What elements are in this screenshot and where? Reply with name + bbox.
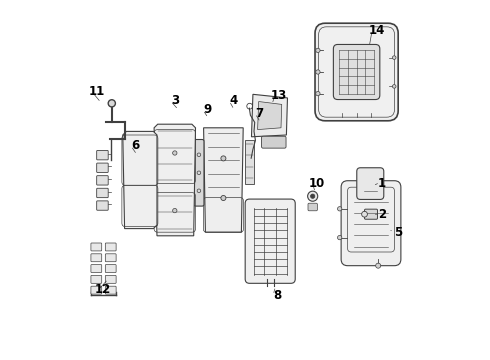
Polygon shape xyxy=(123,131,157,229)
Circle shape xyxy=(108,100,116,107)
Text: 1: 1 xyxy=(378,177,386,190)
FancyBboxPatch shape xyxy=(365,209,377,219)
Circle shape xyxy=(338,235,342,240)
FancyBboxPatch shape xyxy=(91,286,102,294)
Text: 14: 14 xyxy=(368,24,385,37)
Text: 10: 10 xyxy=(309,177,325,190)
Text: 7: 7 xyxy=(255,107,264,120)
FancyBboxPatch shape xyxy=(262,136,286,148)
Text: 4: 4 xyxy=(229,94,238,107)
FancyBboxPatch shape xyxy=(97,150,108,160)
Circle shape xyxy=(316,70,320,74)
Text: 2: 2 xyxy=(378,208,386,221)
Circle shape xyxy=(172,208,177,213)
Text: 13: 13 xyxy=(271,89,287,102)
FancyBboxPatch shape xyxy=(315,23,398,121)
FancyBboxPatch shape xyxy=(105,265,116,273)
Text: 9: 9 xyxy=(203,103,211,116)
FancyBboxPatch shape xyxy=(105,243,116,251)
Circle shape xyxy=(376,263,381,268)
FancyBboxPatch shape xyxy=(97,163,108,172)
Polygon shape xyxy=(204,128,243,232)
FancyBboxPatch shape xyxy=(333,45,380,100)
Circle shape xyxy=(311,194,315,198)
Circle shape xyxy=(221,195,226,201)
Polygon shape xyxy=(154,124,196,236)
FancyBboxPatch shape xyxy=(105,286,116,294)
FancyBboxPatch shape xyxy=(245,199,295,283)
Circle shape xyxy=(338,207,342,211)
Circle shape xyxy=(308,191,318,201)
Circle shape xyxy=(392,85,396,88)
FancyBboxPatch shape xyxy=(194,140,204,206)
FancyBboxPatch shape xyxy=(105,254,116,262)
Polygon shape xyxy=(251,94,288,137)
Text: 12: 12 xyxy=(95,283,111,296)
Circle shape xyxy=(316,48,320,53)
FancyBboxPatch shape xyxy=(91,243,102,251)
Text: 8: 8 xyxy=(273,289,282,302)
Circle shape xyxy=(316,91,320,96)
Text: 5: 5 xyxy=(394,226,402,239)
FancyBboxPatch shape xyxy=(91,275,102,283)
FancyBboxPatch shape xyxy=(91,254,102,262)
FancyBboxPatch shape xyxy=(105,275,116,283)
FancyBboxPatch shape xyxy=(357,168,384,199)
Text: 11: 11 xyxy=(88,85,104,98)
FancyBboxPatch shape xyxy=(91,265,102,273)
FancyBboxPatch shape xyxy=(97,188,108,198)
Circle shape xyxy=(172,151,177,155)
FancyBboxPatch shape xyxy=(308,203,318,211)
Text: 6: 6 xyxy=(131,139,139,152)
Circle shape xyxy=(362,211,368,217)
FancyBboxPatch shape xyxy=(97,176,108,185)
FancyBboxPatch shape xyxy=(97,201,108,210)
Text: 3: 3 xyxy=(171,94,179,107)
Circle shape xyxy=(221,156,226,161)
FancyBboxPatch shape xyxy=(341,181,401,266)
Polygon shape xyxy=(258,102,282,130)
Circle shape xyxy=(392,56,396,59)
Bar xyxy=(245,140,254,184)
